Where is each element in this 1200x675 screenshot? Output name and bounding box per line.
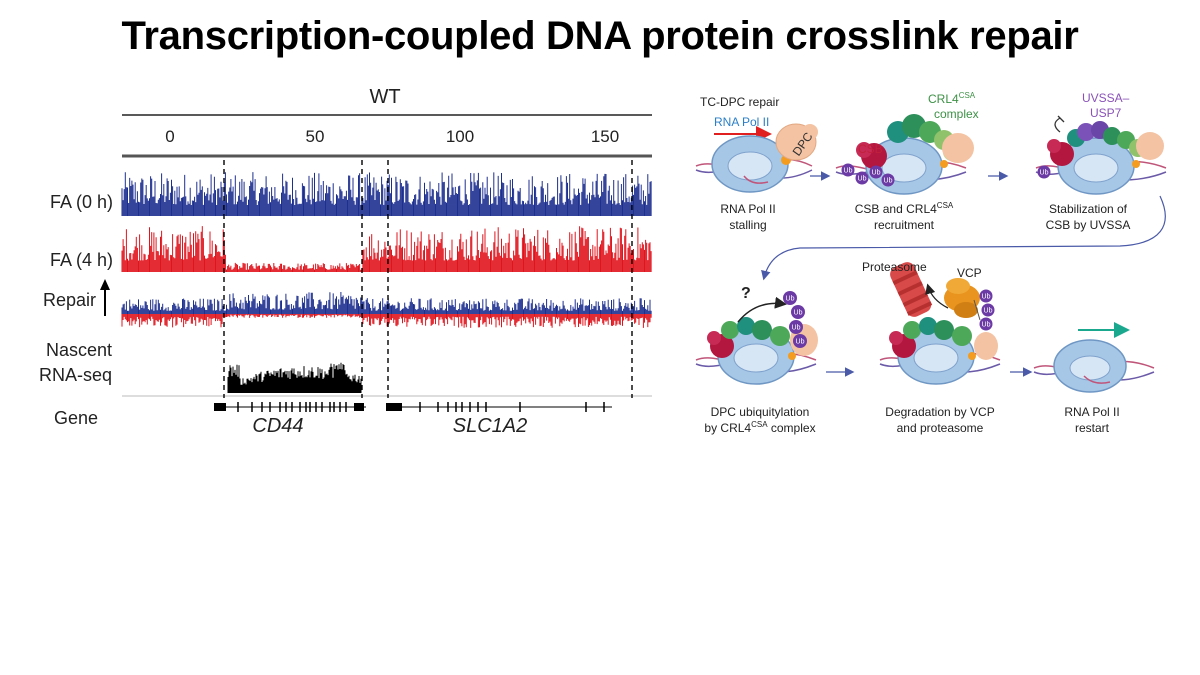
ub-chain-panel4: Ub Ub Ub Ub xyxy=(783,291,807,348)
step-1-line-2: stalling xyxy=(729,218,766,232)
svg-text:Ub: Ub xyxy=(884,178,893,185)
repair-negative-track xyxy=(121,314,652,328)
repair-positive-track xyxy=(121,292,652,314)
crl4-label: CRL4CSA xyxy=(928,91,976,106)
rna-pol-label: RNA Pol II xyxy=(714,115,769,129)
track-label-repair: Repair xyxy=(43,290,96,310)
axis-tick-label: 100 xyxy=(446,127,474,146)
step-5-line-1: Degradation by VCP xyxy=(885,405,994,419)
gene-models xyxy=(214,402,612,412)
uvssa-stabilization-illustration: Ub xyxy=(1035,115,1167,195)
ub-chain-panel5: Ub Ub Ub xyxy=(979,289,995,331)
step-6-line-2: restart xyxy=(1075,421,1110,435)
complex-label: complex xyxy=(934,107,979,121)
vcp-proteasome-degradation-illustration xyxy=(879,262,1001,385)
track-label-nascent-2: RNA-seq xyxy=(39,365,112,385)
step-1-line-1: RNA Pol II xyxy=(720,202,775,216)
svg-text:Ub: Ub xyxy=(1040,170,1049,177)
slide-title: Transcription-coupled DNA protein crossl… xyxy=(121,14,1079,58)
svg-text:Ub: Ub xyxy=(858,176,867,183)
step-3-line-1: Stabilization of xyxy=(1049,202,1128,216)
question-mark: ? xyxy=(741,285,751,302)
uvssa-label-2: USP7 xyxy=(1090,106,1122,120)
axis-tick-label: 0 xyxy=(165,127,174,146)
svg-text:Ub: Ub xyxy=(982,322,991,329)
step-4-line-2: by CRL4CSA complex xyxy=(704,420,815,435)
axis-tick-label: 50 xyxy=(306,127,325,146)
csb-label: CSB xyxy=(858,142,883,156)
axis-tick-label: 150 xyxy=(591,127,619,146)
svg-text:Ub: Ub xyxy=(786,296,795,303)
gene-name-cd44: CD44 xyxy=(252,415,303,437)
svg-text:Ub: Ub xyxy=(796,339,805,346)
svg-text:Ub: Ub xyxy=(792,325,801,332)
signal-tracks xyxy=(121,172,652,393)
svg-text:Ub: Ub xyxy=(982,294,991,301)
track-label-fa4: FA (4 h) xyxy=(50,250,113,270)
repair-up-arrow-icon xyxy=(100,279,110,316)
step-6-line-1: RNA Pol II xyxy=(1064,405,1119,419)
pol2-restart-illustration xyxy=(1033,322,1155,393)
proteasome-label: Proteasome xyxy=(862,260,927,274)
svg-text:Ub: Ub xyxy=(794,310,803,317)
track-label-nascent-1: Nascent xyxy=(46,340,112,360)
fa4-signal-track xyxy=(121,226,652,272)
step-2-line-2: recruitment xyxy=(874,218,935,232)
step-3-line-2: CSB by UVSSA xyxy=(1046,218,1131,232)
track-label-fa0: FA (0 h) xyxy=(50,192,113,212)
svg-text:Ub: Ub xyxy=(872,170,881,177)
genome-browser-figure: WT 050100150200250300 kb FA (0 h) FA (4 … xyxy=(39,86,652,437)
nascent-rna-track xyxy=(227,362,362,393)
step-5-line-2: and proteasome xyxy=(897,421,984,435)
region-boundary-lines xyxy=(223,160,633,398)
csb-crl4-recruitment-illustration xyxy=(835,114,974,195)
schematic-title: TC-DPC repair xyxy=(700,95,779,109)
gene-name-slc1a2: SLC1A2 xyxy=(453,415,528,437)
uvssa-label-1: UVSSA– xyxy=(1082,91,1130,105)
pol2-stalling-illustration xyxy=(695,123,818,193)
track-label-gene: Gene xyxy=(54,408,98,428)
vcp-label: VCP xyxy=(957,266,982,280)
step-4-line-1: DPC ubiquitylation xyxy=(711,405,810,419)
svg-text:Ub: Ub xyxy=(984,308,993,315)
condition-label: WT xyxy=(369,86,400,108)
step-2-line-1: CSB and CRL4CSA xyxy=(855,201,954,216)
ub-chain-panel2: Ub Ub Ub Ub xyxy=(841,163,895,187)
dpc-ubiquitylation-illustration xyxy=(695,296,818,385)
svg-text:Ub: Ub xyxy=(844,168,853,175)
row-transition-arrow xyxy=(761,195,1166,281)
fa0-signal-track xyxy=(121,172,652,216)
coordinate-axis: 050100150200250300 kb xyxy=(165,127,619,146)
